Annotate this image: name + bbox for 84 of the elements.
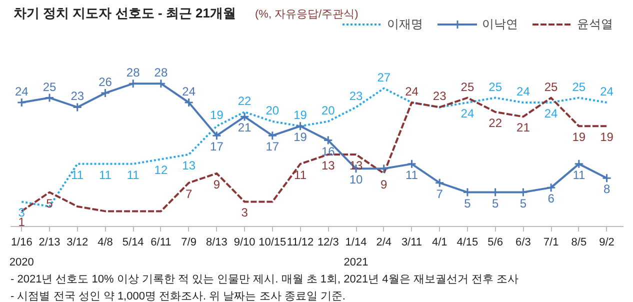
data-label: 26 <box>98 75 112 90</box>
data-label: 16 <box>321 144 336 158</box>
data-label: 11 <box>99 168 112 182</box>
data-label: 19 <box>210 108 224 122</box>
data-label: 25 <box>42 80 57 94</box>
data-label: 19 <box>294 130 308 144</box>
data-label: 11 <box>406 168 418 182</box>
x-tick-label: 7/9 <box>181 236 196 248</box>
data-label: 24 <box>405 84 419 99</box>
data-label: 21 <box>238 120 252 135</box>
data-label: 12 <box>154 163 168 178</box>
data-label: 25 <box>488 80 502 94</box>
x-tick-label: 9/2 <box>599 236 614 248</box>
data-label: 11 <box>572 168 586 182</box>
data-label: 25 <box>544 80 558 94</box>
data-label: 24 <box>516 84 530 99</box>
data-label: 19 <box>294 108 308 122</box>
x-tick-label: 3/11 <box>401 236 422 248</box>
data-label: 17 <box>210 140 224 154</box>
data-label: 25 <box>460 80 474 94</box>
x-tick-label: 6/11 <box>150 236 172 248</box>
data-label: 9 <box>213 177 220 192</box>
data-label: 28 <box>126 66 140 80</box>
data-label: 24 <box>182 84 196 99</box>
data-label: 7 <box>185 186 192 201</box>
data-label: 23 <box>70 89 84 104</box>
data-label: 5 <box>464 196 472 210</box>
data-label: 17 <box>266 140 280 154</box>
x-tick-label: 6/3 <box>516 236 531 248</box>
x-tick-label: 2/13 <box>38 236 60 248</box>
x-tick-label: 2/4 <box>376 236 392 248</box>
x-tick-label: 1/14 <box>345 236 367 248</box>
data-label: 24 <box>460 106 474 121</box>
data-label: 20 <box>266 103 280 118</box>
data-label: 11 <box>294 168 307 182</box>
data-label: 5 <box>492 196 499 210</box>
data-label: 6 <box>548 192 555 206</box>
data-label: 11 <box>71 168 84 182</box>
data-label: 27 <box>377 70 391 84</box>
text: - 시점별 전국 성인 약 1,000명 전화조사. 위 날짜는 조사 종료일 기준. <box>10 290 346 302</box>
x-tick-label: 4/15 <box>456 236 478 248</box>
data-label: 10 <box>349 172 364 187</box>
data-label: 20 <box>321 103 336 118</box>
data-label: 25 <box>572 80 586 94</box>
x-tick-label: 4/1 <box>432 236 448 248</box>
data-label: 7 <box>436 186 444 201</box>
text: 2021 <box>344 256 368 268</box>
x-tick-label: 3/12 <box>66 236 88 248</box>
data-label: 23 <box>432 89 447 104</box>
data-label: 28 <box>154 66 168 80</box>
legend-label: 윤석열 <box>577 16 613 32</box>
data-label: 5 <box>520 196 527 210</box>
x-tick-label: 11/12 <box>286 236 314 248</box>
x-tick-label: 5/14 <box>122 236 144 248</box>
data-label: 19 <box>572 130 586 144</box>
chart-title: 차기 정치 지도자 선호도 - 최근 21개월 <box>14 6 236 20</box>
data-label: 8 <box>603 182 610 196</box>
data-label: 22 <box>238 94 252 108</box>
x-tick-label: 8/5 <box>571 236 587 248</box>
x-tick-label: 10/15 <box>258 236 286 248</box>
data-label: 13 <box>321 158 336 172</box>
x-tick-label: 9/10 <box>234 236 256 248</box>
x-tick-label: 12/3 <box>317 236 339 248</box>
x-tick-label: 7/1 <box>543 236 559 248</box>
data-label: 24 <box>544 106 558 121</box>
x-tick-label: 8/13 <box>206 236 228 248</box>
data-label: 9 <box>380 177 388 192</box>
x-tick-label: 5/6 <box>488 236 503 248</box>
data-label: 19 <box>600 130 614 144</box>
data-label: 13 <box>182 158 196 172</box>
legend-label: 이낙연 <box>482 16 518 32</box>
x-tick-label: 4/8 <box>98 236 113 248</box>
data-label: 22 <box>488 116 502 130</box>
data-label: 11 <box>126 168 140 182</box>
x-tick-label: 1/16 <box>10 236 32 248</box>
data-label: 21 <box>516 120 530 135</box>
chart-subtitle: (%, 자유응답/주관식) <box>255 8 358 20</box>
text: 2020 <box>9 256 34 268</box>
data-label: 23 <box>349 89 364 104</box>
text: - 2021년 선호도 10% 이상 기록한 적 있는 인물만 제시. 매월 초 1회, 2021년 4월은 재보궐선거 전후 조사 <box>10 274 518 286</box>
data-label: 24 <box>14 84 29 99</box>
data-label: 24 <box>600 84 614 99</box>
data-label: 3 <box>241 206 248 220</box>
legend-label: 이재명 <box>387 16 423 32</box>
